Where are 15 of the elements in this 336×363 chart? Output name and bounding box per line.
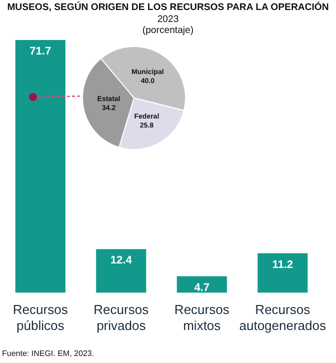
data-label: 71.7: [30, 46, 52, 58]
x-tick-label: Recursos mixtos: [174, 302, 230, 333]
chart-title: MUSEOS, SEGÚN ORIGEN DE LOS RECURSOS PARA LA OPERACIÓN: [6, 2, 330, 13]
data-label: 12.4: [110, 254, 133, 267]
data-label: 11.2: [272, 258, 294, 271]
chart-subtitle: 2023 (porcentaje): [141, 14, 195, 36]
x-tick-label: Recursos autogenerados: [239, 302, 326, 333]
source-note: Fuente: INEGI. EM, 2023.: [2, 349, 94, 358]
bar: [96, 249, 146, 293]
bar: [176, 276, 227, 293]
bar: [258, 253, 308, 293]
data-label: 4.7: [194, 282, 210, 294]
bar: [15, 40, 66, 293]
x-tick-label: Recursos privados: [94, 302, 150, 333]
x-tick-label: Recursos públicos: [12, 302, 68, 333]
